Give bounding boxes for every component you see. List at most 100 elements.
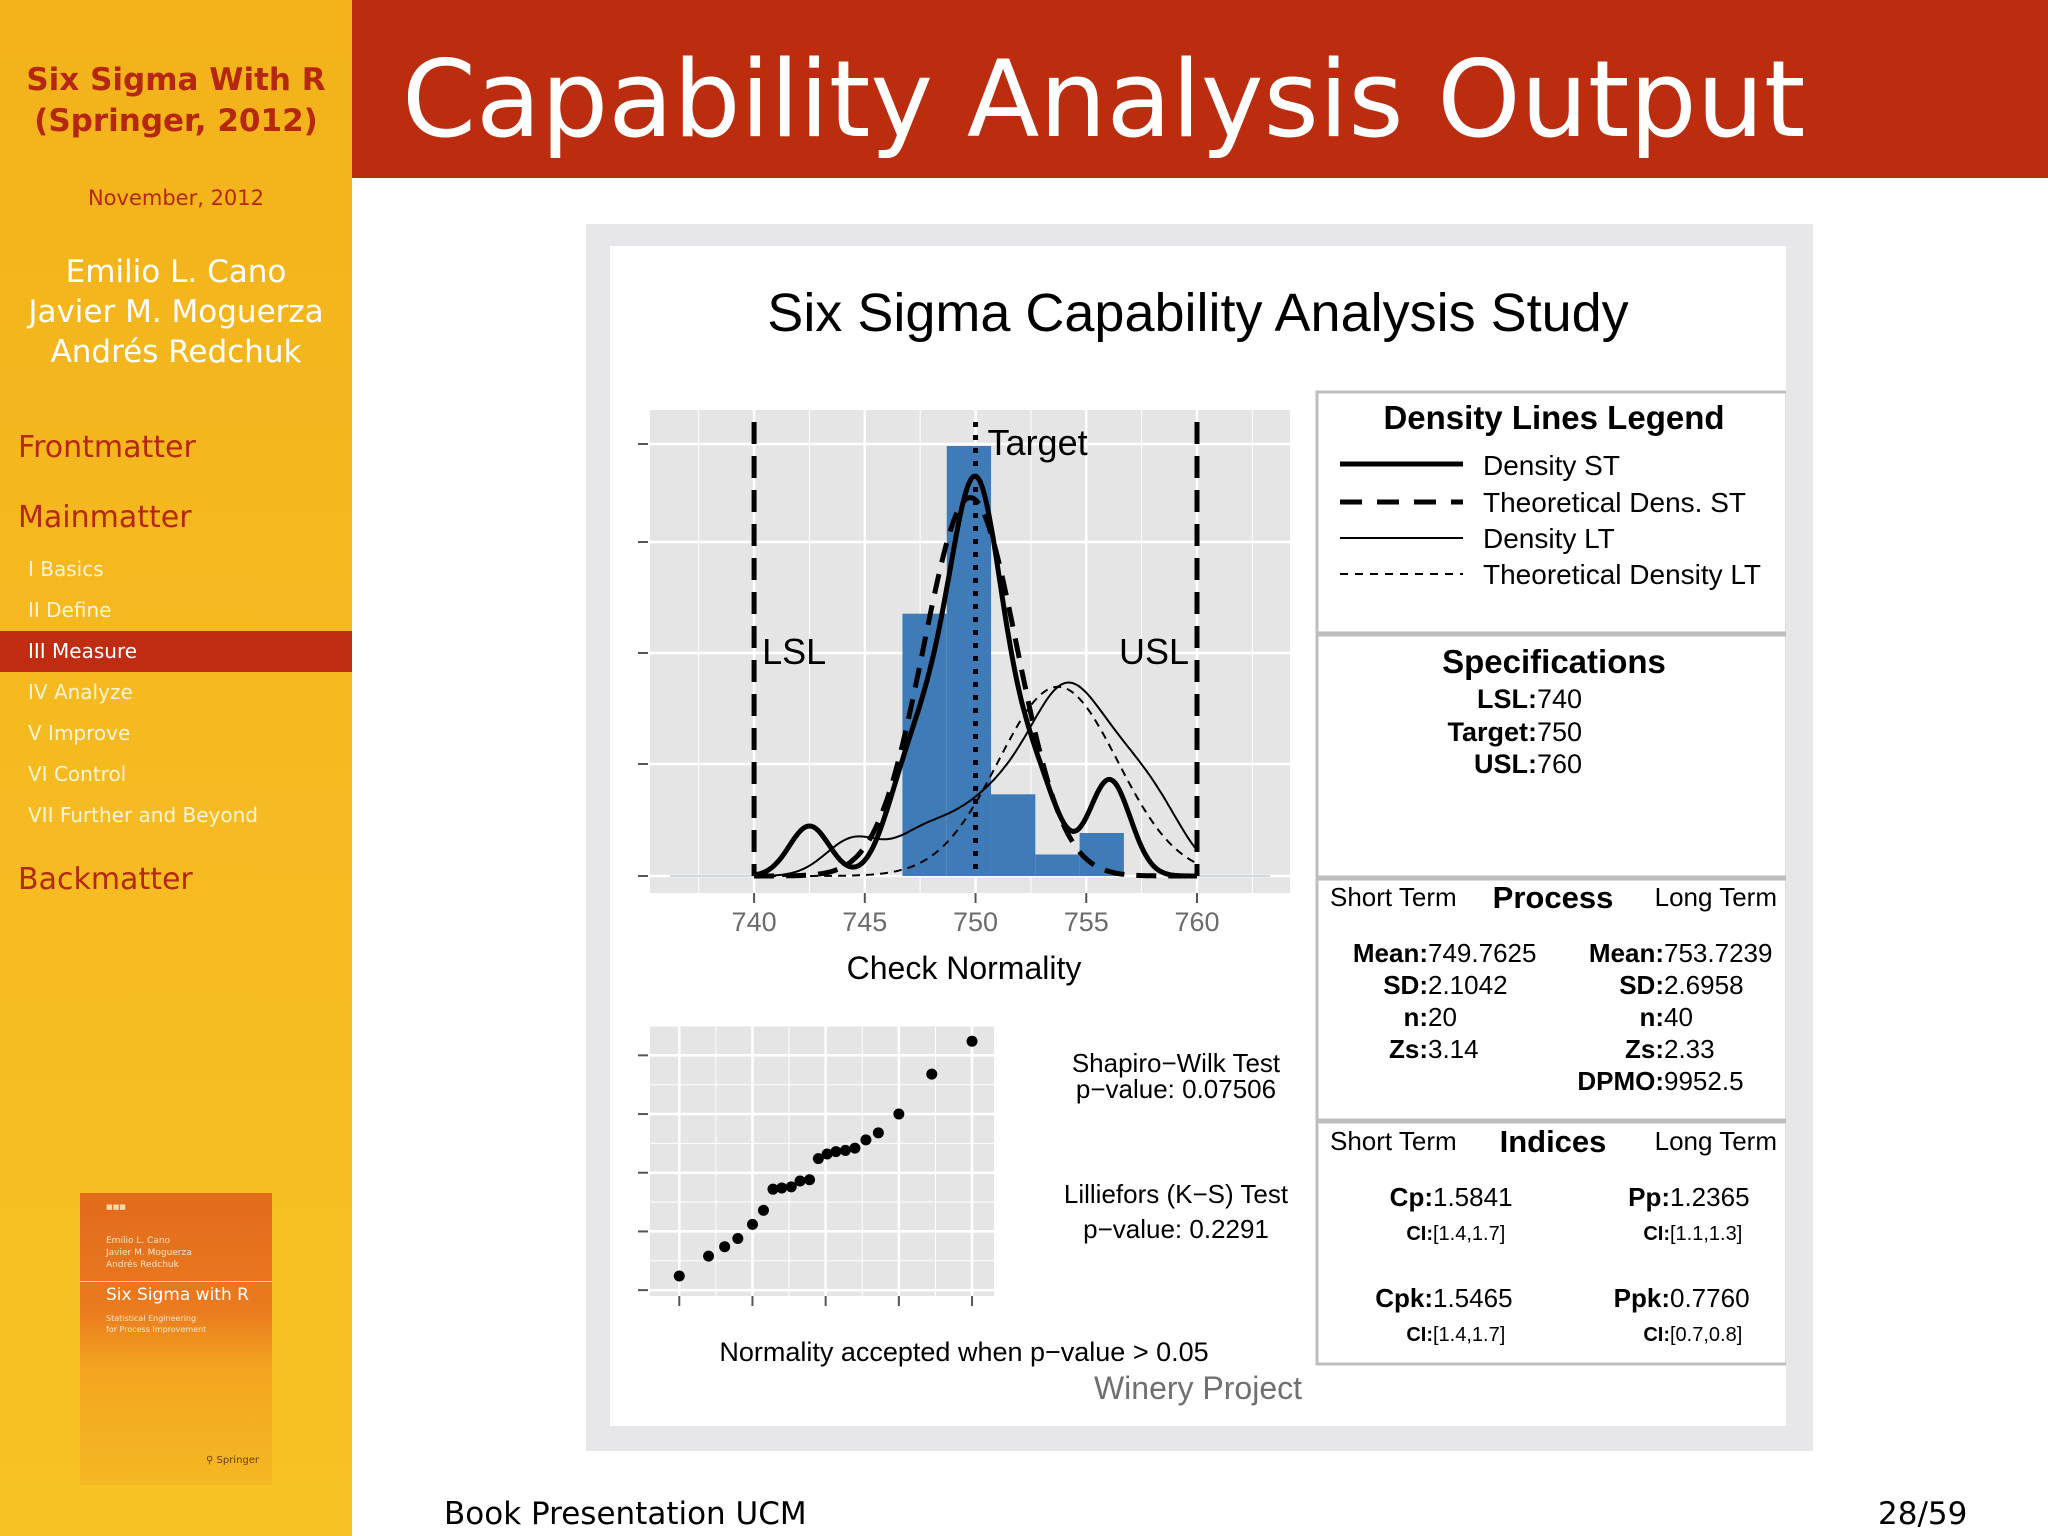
ppk-value: 0.7760 [1670,1283,1750,1313]
cover-author: Andrés Redchuk [106,1260,179,1270]
cover-author: Javier M. Moguerza [106,1248,192,1258]
legend-label-theoretical-st: Theoretical Dens. ST [1483,487,1746,518]
histogram-bar [1079,833,1124,876]
book-title: Six Sigma With R (Springer, 2012) [0,60,352,142]
ppk-ci-value: [0.7,0.8] [1670,1324,1742,1346]
lsl-label: LSL [762,631,826,672]
cp-ci-label: CI: [1406,1223,1433,1245]
indices-title: Indices [1500,1124,1607,1159]
legend-label-theoretical-lt: Theoretical Density LT [1483,559,1761,590]
lt-dpmo-key: DPMO: [1577,1066,1664,1096]
book-title-line-1: Six Sigma With R [26,62,326,98]
qq-point [703,1250,715,1262]
qq-point [732,1232,744,1244]
nav-item-analyze[interactable]: IV Analyze [28,680,133,704]
nav-section-frontmatter[interactable]: Frontmatter [18,430,196,465]
author-name: Javier M. Moguerza [28,294,324,330]
nav-section-mainmatter[interactable]: Mainmatter [18,500,192,535]
figure-subtitle: Winery Project [1094,1370,1302,1406]
cpk-ci-label: CI: [1406,1324,1433,1346]
qq-point [893,1108,905,1120]
legend-label-density-lt: Density LT [1483,523,1615,554]
lt-mean-value: 753.7239 [1664,938,1772,968]
legend-label-density-st: Density ST [1483,450,1620,481]
spec-key-target: Target: [1447,717,1537,747]
qq-point [830,1146,842,1158]
book-cover-image: ■■■ Emilio L. Cano Javier M. Moguerza An… [80,1193,272,1485]
lt-mean-key: Mean: [1589,938,1664,968]
st-sd-value: 2.1042 [1428,970,1508,1000]
nav-item-measure-active[interactable]: III Measure [0,631,352,672]
cp-label: Cp: [1390,1182,1433,1212]
author-name: Emilio L. Cano [65,254,287,290]
nav-item-further-beyond[interactable]: VII Further and Beyond [28,803,258,827]
qq-point [776,1182,788,1194]
cover-subtitle: Statistical Engineering for Process Impr… [106,1313,206,1335]
cover-series-mark: ■■■ [106,1203,126,1211]
cpk-ci-value: [1.4,1.7] [1433,1324,1505,1346]
process-box [1315,877,1786,1122]
nav-item-control[interactable]: VI Control [28,762,127,786]
capability-figure: Six Sigma Capability Analysis Study 740 7… [586,224,1813,1451]
lt-zs-value: 2.33 [1664,1034,1715,1064]
target-label: Target [988,422,1088,463]
lt-zs-key: Zs: [1625,1034,1664,1064]
st-n-key: n: [1403,1002,1428,1032]
publisher-logo-icon: ⚲ Springer [206,1455,260,1466]
qq-point [767,1183,779,1195]
lt-sd-value: 2.6958 [1664,970,1744,1000]
cpk-value: 1.5465 [1433,1283,1513,1313]
lt-n-value: 40 [1664,1002,1693,1032]
density-lt-curve [754,681,1198,877]
presentation-date: November, 2012 [87,186,265,210]
pp-label: Pp: [1628,1182,1670,1212]
lt-sd-key: SD: [1619,970,1664,1000]
nav-item-define[interactable]: II Define [28,598,112,622]
cp-ci-value: [1.4,1.7] [1433,1223,1505,1245]
histogram-x-tick-label: 760 [1174,907,1219,937]
spec-key-usl: USL: [1474,749,1537,779]
histogram-bar [1035,854,1080,876]
ppk-ci-label: CI: [1643,1324,1670,1346]
st-mean-key: Mean: [1353,938,1428,968]
lilliefors-pvalue: p−value: 0.2291 [1083,1214,1269,1244]
figure-canvas: Six Sigma Capability Analysis Study 740 7… [610,246,1786,1426]
qq-points [673,1035,978,1282]
nav-item-improve[interactable]: V Improve [28,721,131,745]
cover-divider [80,1281,272,1282]
spec-value-usl: 760 [1537,749,1582,779]
sidebar: Six Sigma With R (Springer, 2012) Novemb… [0,0,352,1536]
qq-point [860,1134,872,1146]
qq-point [812,1153,824,1165]
histogram-x-ticks: 740 745 750 755 760 [732,893,1220,937]
slide-header: Capability Analysis Output [352,0,2048,178]
qq-point [926,1068,938,1080]
pp-ci-label: CI: [1643,1223,1670,1245]
nav-section-backmatter[interactable]: Backmatter [18,862,193,897]
spec-value-target: 750 [1537,717,1582,747]
spec-lines [751,422,1200,876]
footer-presentation-name: Book Presentation UCM [444,1496,807,1532]
ppk-label: Ppk: [1614,1283,1670,1313]
process-title: Process [1493,880,1614,915]
cover-authors: Emilio L. Cano Javier M. Moguerza Andrés… [106,1235,192,1271]
cover-author: Emilio L. Cano [106,1236,171,1246]
st-zs-value: 3.14 [1428,1034,1479,1064]
cover-title: Six Sigma with R [106,1285,249,1305]
histogram-x-tick-label: 755 [1064,907,1109,937]
nav-item-basics[interactable]: I Basics [28,557,104,581]
cpk-label: Cpk: [1375,1283,1433,1313]
process-short-term-label: Short Term [1330,882,1457,912]
histogram-bar [902,613,947,876]
qq-point [821,1148,833,1160]
lt-n-key: n: [1639,1002,1664,1032]
normality-title: Check Normality [847,950,1082,986]
legend-title: Density Lines Legend [1383,399,1724,436]
slide-title: Capability Analysis Output [402,38,1806,161]
qq-point [804,1174,816,1186]
author-name: Andrés Redchuk [50,334,302,370]
pp-value: 1.2365 [1670,1182,1750,1212]
pp-ci-value: [1.1,1.3] [1670,1223,1742,1245]
process-long-term-label: Long Term [1655,882,1777,912]
histogram-y-ticks [638,443,648,877]
